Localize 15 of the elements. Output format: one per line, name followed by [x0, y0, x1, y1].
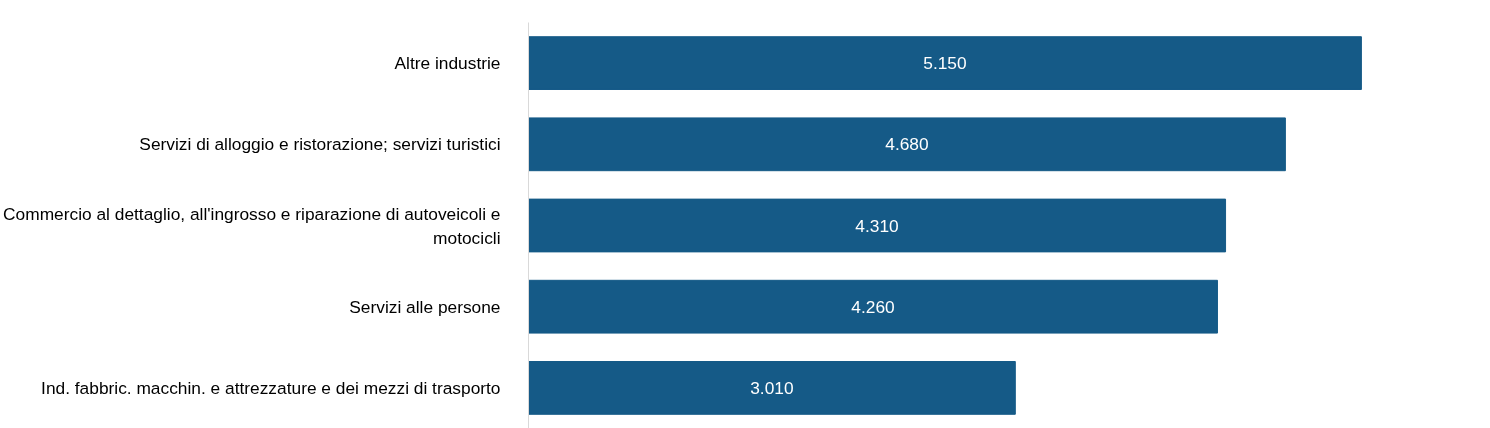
- data-label: 5.150: [923, 53, 967, 74]
- bar: [528, 361, 1016, 415]
- bar: [528, 198, 1227, 253]
- data-label: 4.680: [885, 134, 929, 155]
- y-tick-label: Commercio al dettaglio, all'ingrosso e riparazione di autoveicoli e motocicli: [3, 203, 501, 248]
- y-tick-label: Servizi alle persone: [349, 296, 501, 317]
- bar: [528, 117, 1286, 172]
- bar: [528, 279, 1218, 334]
- y-tick-label: Altre industrie: [394, 53, 501, 74]
- y-tick-label: Servizi di alloggio e ristorazione; servizi turistici: [139, 134, 501, 155]
- data-label: 3.010: [750, 377, 794, 398]
- data-label: 4.310: [855, 215, 899, 236]
- y-tick-label: Ind. fabbric. macchin. e attrezzature e dei mezzi di trasporto: [41, 377, 501, 398]
- data-label: 4.260: [851, 296, 895, 317]
- bar: [528, 36, 1362, 90]
